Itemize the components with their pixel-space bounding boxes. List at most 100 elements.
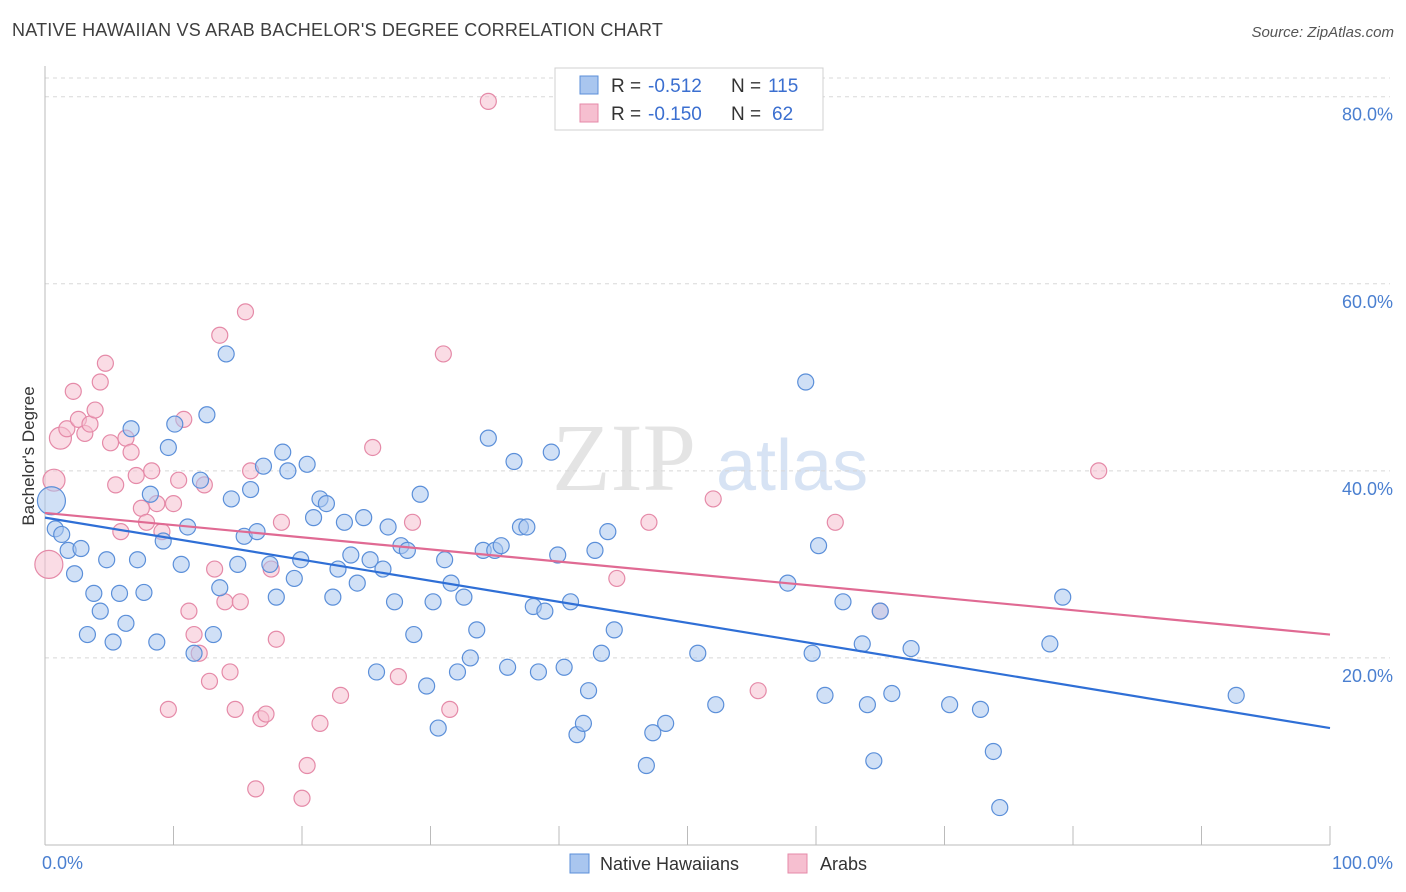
- y-axis-label: Bachelor's Degree: [19, 386, 38, 525]
- arabs-points: [34, 92, 1108, 807]
- native-hawaiian-point: [117, 614, 135, 632]
- arab-point: [257, 705, 275, 723]
- native-hawaiian-point: [858, 696, 877, 714]
- stats-r-value-1: -0.512: [648, 76, 702, 97]
- native-hawaiian-point: [185, 644, 203, 662]
- native-hawaiian-point: [53, 525, 71, 544]
- y-tick-label: 40.0%: [1342, 479, 1393, 499]
- arab-point: [231, 593, 249, 611]
- native-hawaiian-point: [1227, 686, 1245, 704]
- y-tick-label: 80.0%: [1342, 105, 1393, 125]
- y-tick-label: 20.0%: [1342, 666, 1393, 686]
- native-hawaiian-point: [448, 663, 467, 681]
- native-hawaiian-point: [285, 569, 303, 588]
- arab-point: [441, 700, 459, 718]
- watermark-atlas: atlas: [716, 426, 868, 506]
- arab-point: [211, 326, 229, 344]
- stats-legend-swatch-blue: [579, 75, 599, 95]
- native-hawaiian-point: [1054, 588, 1072, 606]
- native-hawaiian-point: [411, 485, 429, 503]
- arab-point: [143, 462, 161, 480]
- native-hawaiian-point: [599, 523, 617, 541]
- native-hawaiian-point: [36, 486, 67, 516]
- arab-point: [91, 373, 109, 391]
- native-hawaiian-point: [141, 485, 159, 503]
- series-legend: Native Hawaiians Arabs: [569, 853, 867, 874]
- arab-point: [364, 438, 382, 457]
- native-hawaiian-point: [1041, 635, 1059, 653]
- stats-n-label-2: N =: [731, 104, 761, 125]
- arab-point: [434, 345, 452, 363]
- native-hawaiian-point: [418, 677, 436, 695]
- native-hawaiian-point: [135, 583, 153, 602]
- native-hawaiian-point: [335, 513, 354, 531]
- arab-point: [180, 602, 198, 620]
- native-hawaiian-point: [98, 551, 116, 569]
- native-hawaiian-point: [871, 602, 889, 620]
- arab-point: [127, 466, 145, 485]
- native-hawaiian-point: [689, 644, 707, 662]
- native-hawaiian-point: [883, 684, 901, 703]
- arab-point: [331, 686, 350, 704]
- native-hawaiian-point: [555, 658, 573, 676]
- arab-point: [236, 303, 255, 321]
- native-hawaiian-point: [991, 798, 1009, 817]
- stats-r-label-1: R =: [611, 76, 641, 97]
- x-tick-label: 100.0%: [1332, 853, 1393, 873]
- arab-point: [58, 420, 76, 438]
- native-hawaiian-point: [579, 682, 598, 700]
- native-hawaiian-point: [172, 555, 190, 573]
- native-hawaiian-point: [592, 644, 611, 662]
- stats-n-value-2: 62: [772, 104, 793, 125]
- arab-point: [479, 92, 497, 110]
- arab-point: [164, 494, 183, 513]
- native-hawaiian-point: [361, 551, 379, 569]
- arab-point: [185, 625, 203, 644]
- arab-point: [267, 630, 285, 648]
- native-hawaiian-point: [65, 565, 84, 583]
- native-hawaiian-point: [254, 457, 273, 475]
- native-hawaiian-point: [455, 588, 473, 606]
- stats-legend: R = -0.512 N = 115 R = -0.150 N = 62: [554, 67, 824, 131]
- stats-r-label-2: R =: [611, 104, 641, 125]
- arab-point: [389, 668, 407, 686]
- arab-point: [64, 382, 82, 400]
- native-hawaiian-point: [707, 696, 725, 714]
- native-hawaiian-point: [429, 719, 447, 737]
- native-hawaiian-point: [984, 742, 1002, 761]
- native-hawaiian-point: [542, 443, 560, 461]
- stats-legend-box: [554, 67, 824, 131]
- arab-point: [122, 443, 140, 461]
- watermark-zip: ZIP: [552, 404, 696, 511]
- native-hawaiian-point: [398, 541, 416, 559]
- arab-point: [1090, 462, 1108, 480]
- arab-point: [608, 569, 626, 588]
- native-hawaiian-point: [342, 546, 360, 564]
- native-hawaiian-point: [324, 588, 342, 606]
- native-hawaiian-point: [217, 345, 235, 363]
- arab-point: [311, 714, 329, 733]
- native-hawaiian-point: [204, 625, 222, 644]
- arab-point: [101, 434, 120, 452]
- native-hawaiian-point: [436, 551, 454, 569]
- native-hawaiian-point: [298, 455, 316, 473]
- native-hawaiian-point: [267, 588, 285, 606]
- arab-point: [293, 789, 311, 807]
- legend-swatch-native-hawaiians: [569, 853, 590, 874]
- native-hawaiian-point: [274, 443, 292, 461]
- native-hawaiian-point: [367, 663, 386, 681]
- native-hawaiian-point: [379, 518, 397, 536]
- native-hawaiian-point: [549, 546, 567, 564]
- arab-point: [170, 471, 188, 489]
- native-hawaiian-point: [329, 560, 347, 578]
- native-hawaiian-point: [586, 541, 604, 559]
- native-hawaiian-point: [834, 593, 852, 611]
- native-hawaiian-point: [159, 438, 177, 457]
- native-hawaiian-point: [166, 415, 184, 433]
- arab-point: [749, 682, 767, 700]
- native-hawaiian-point: [85, 584, 103, 602]
- native-hawaiian-point: [148, 633, 166, 651]
- arab-point: [159, 700, 177, 718]
- arab-point: [206, 560, 224, 578]
